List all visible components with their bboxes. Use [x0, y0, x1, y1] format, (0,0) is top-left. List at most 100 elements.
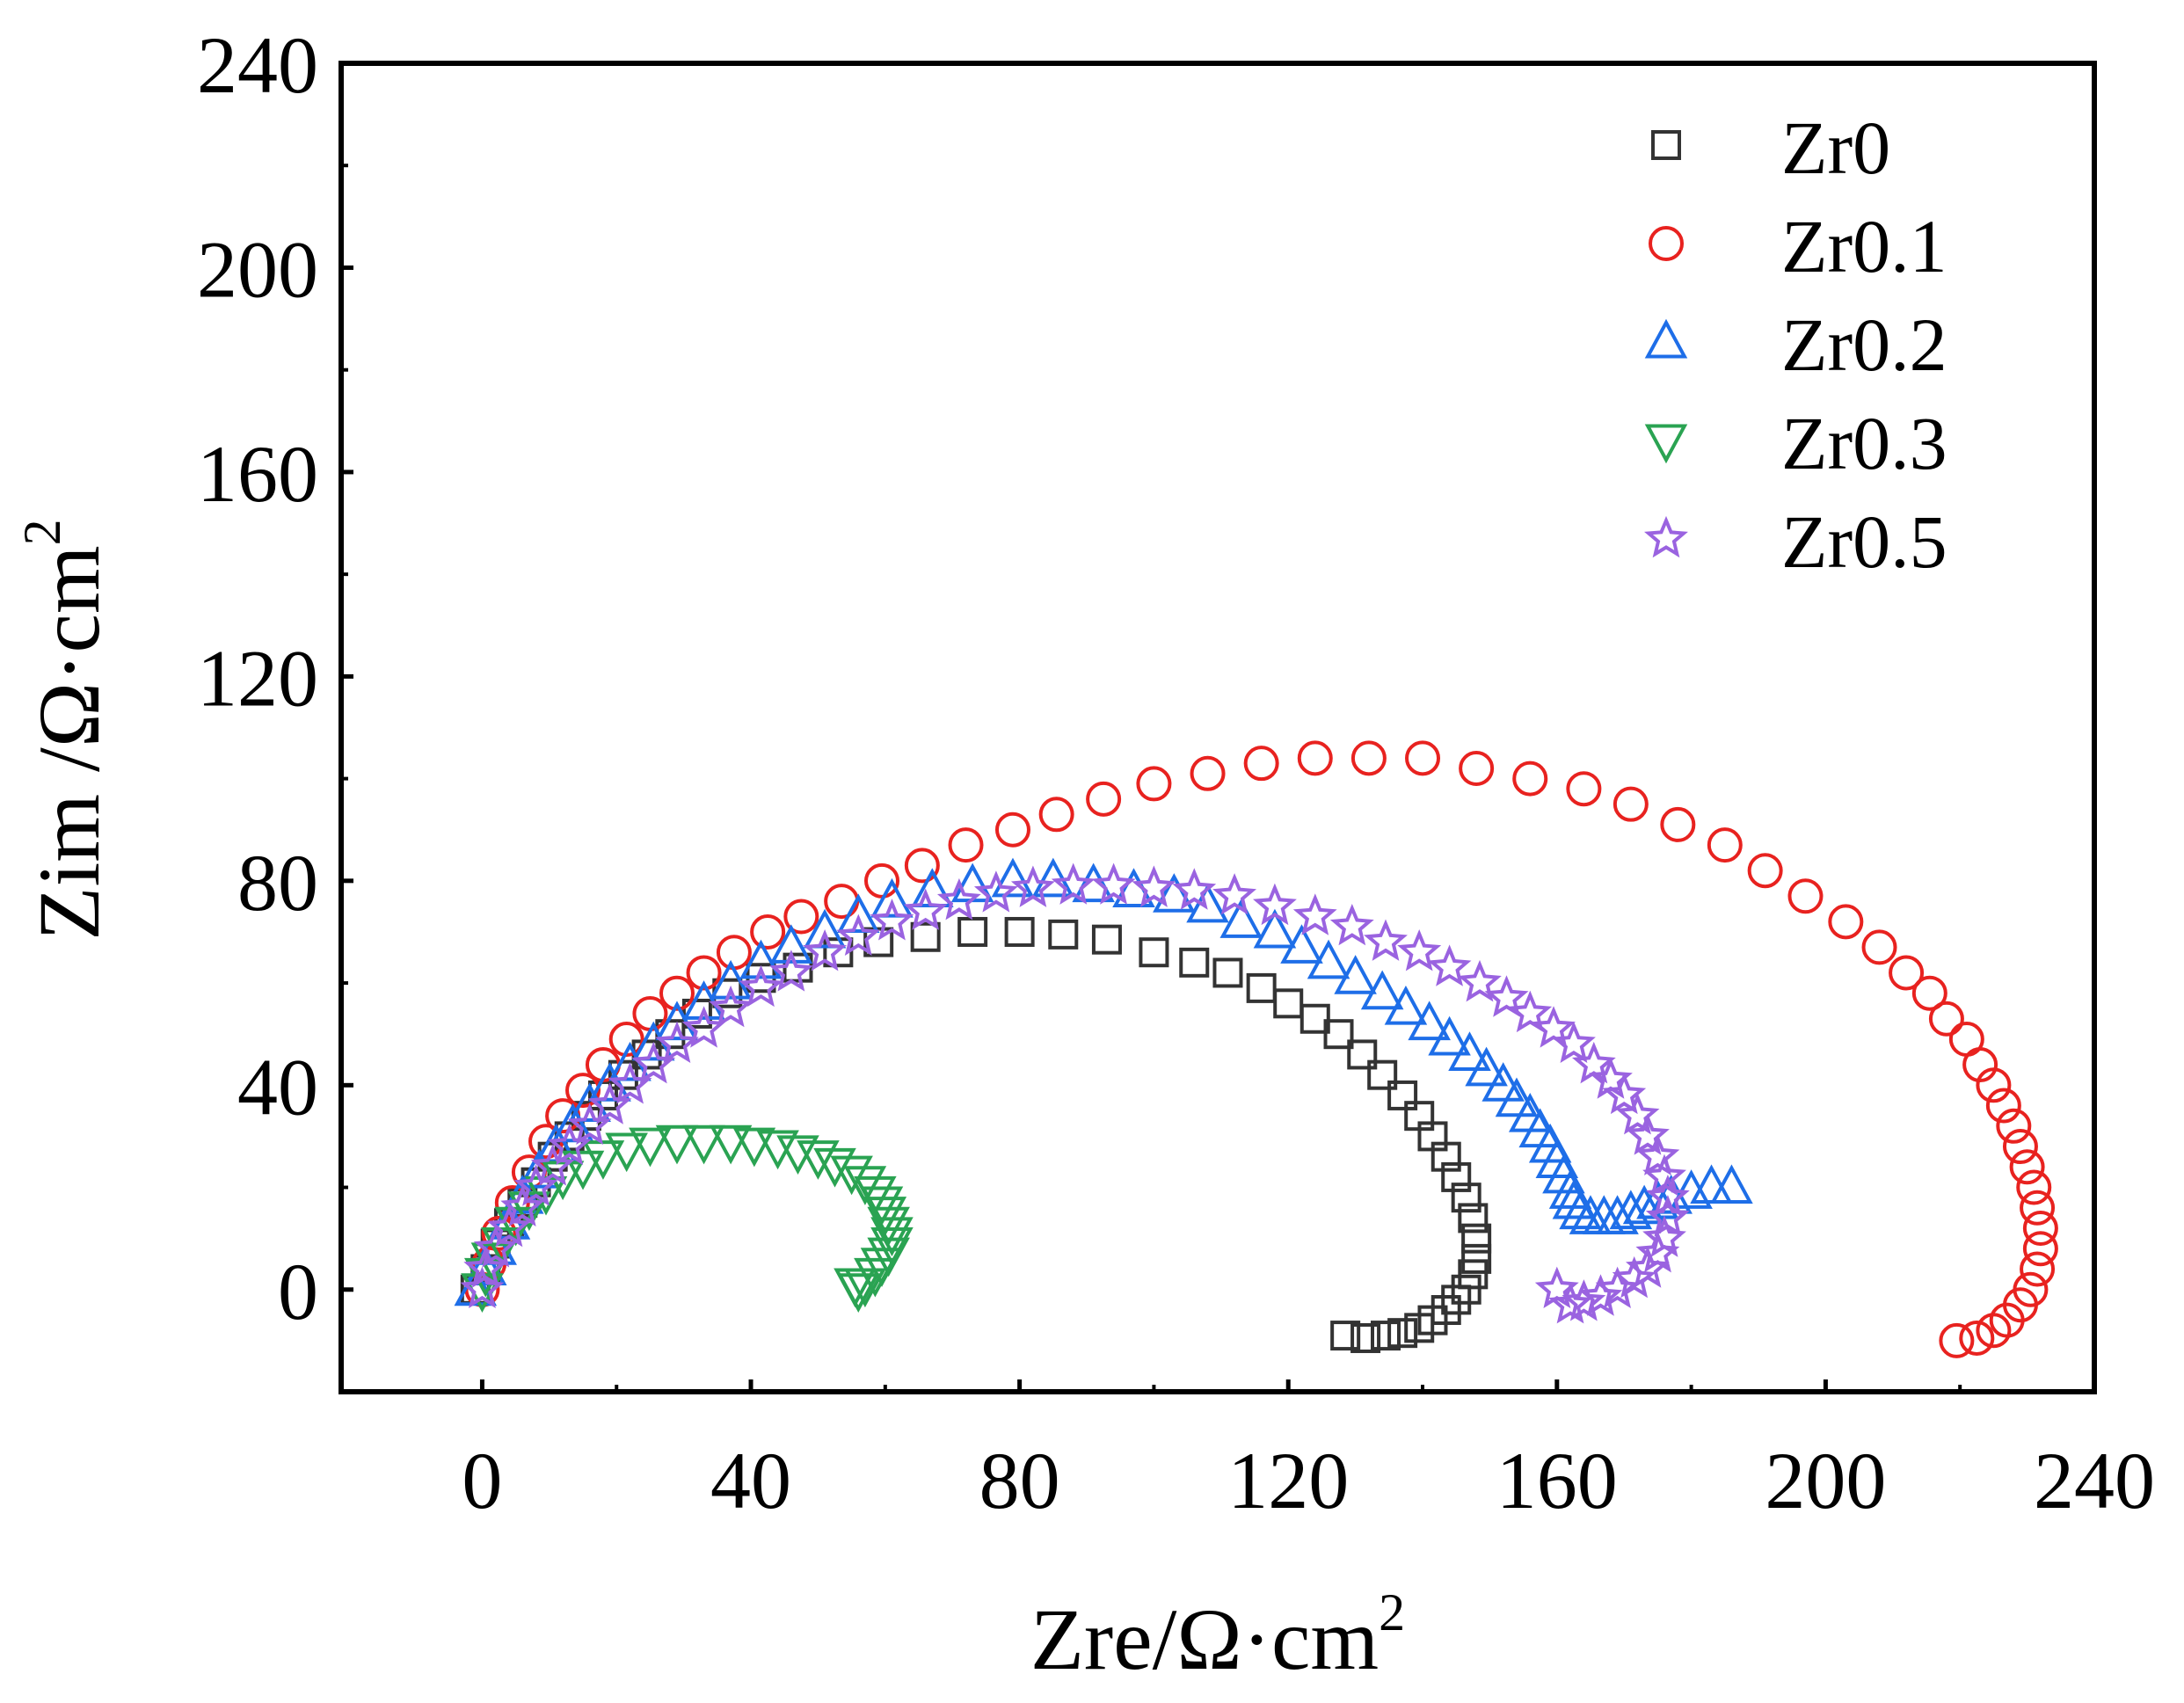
- x-axis-label-sup: 2: [1379, 1583, 1405, 1641]
- data-point: [2002, 1129, 2038, 1165]
- data-point: [686, 955, 722, 991]
- data-point: [2022, 1231, 2058, 1267]
- data-point: [1448, 1031, 1491, 1071]
- data-point: [1559, 1190, 1602, 1230]
- data-point: [1212, 873, 1257, 915]
- data-point: [1551, 1021, 1596, 1063]
- data-point: [1297, 740, 1333, 776]
- data-point: [1350, 740, 1387, 776]
- data-point: [870, 1226, 914, 1267]
- x-tick-label: 40: [710, 1436, 791, 1525]
- legend-label: Zr0.3: [1781, 401, 1947, 485]
- y-axis-label-text: Zim /Ω·cm: [20, 545, 118, 940]
- data-point: [836, 913, 881, 957]
- legend-marker: [1651, 130, 1681, 160]
- legend-marker: [1644, 515, 1688, 558]
- data-point: [1048, 919, 1079, 950]
- data-point: [1136, 766, 1172, 802]
- data-point: [1427, 944, 1472, 986]
- data-point: [1091, 862, 1136, 905]
- data-point: [1609, 1190, 1653, 1230]
- data-point: [513, 1164, 558, 1206]
- data-point: [1292, 893, 1337, 935]
- data-point: [1861, 929, 1897, 965]
- data-point: [1548, 1169, 1592, 1209]
- data-point: [1153, 873, 1196, 913]
- data-point: [463, 1246, 508, 1288]
- data-point: [1404, 1313, 1435, 1343]
- data-point: [739, 939, 783, 979]
- y-tick-label: 80: [237, 838, 318, 928]
- series-Zr0.5: [460, 862, 1690, 1324]
- data-point: [834, 1268, 877, 1308]
- data-point: [1091, 924, 1122, 955]
- data-point: [2009, 1149, 2045, 1185]
- data-point: [1190, 755, 1226, 791]
- data-point: [1622, 1184, 1666, 1225]
- data-point: [1253, 908, 1297, 949]
- legend-marker: [1649, 226, 1684, 261]
- data-point: [1219, 899, 1263, 938]
- data-point: [1465, 1046, 1508, 1087]
- data-point: [973, 870, 1018, 913]
- data-point: [1384, 985, 1428, 1025]
- data-point: [507, 1191, 551, 1231]
- data-point: [1329, 904, 1374, 946]
- legend-item: Zr0.2: [1644, 302, 1947, 387]
- data-point: [803, 928, 847, 972]
- x-axis-label-text: Zre/Ω·cm: [1030, 1590, 1379, 1688]
- data-point: [867, 1206, 910, 1247]
- data-point: [581, 1140, 625, 1180]
- data-point: [1246, 972, 1277, 1003]
- data-point: [1461, 1223, 1492, 1254]
- data-point: [1481, 1062, 1525, 1102]
- data-point: [1441, 1161, 1472, 1192]
- data-point: [655, 1021, 699, 1063]
- data-point: [2020, 1251, 2056, 1287]
- data-point: [991, 857, 1035, 898]
- x-tick-label: 160: [1496, 1436, 1618, 1525]
- data-point: [681, 1006, 726, 1048]
- data-point: [481, 1215, 517, 1251]
- data-point: [1280, 924, 1323, 964]
- legend-item: Zr0.3: [1644, 401, 1947, 485]
- data-point: [1602, 1072, 1647, 1115]
- data-point: [709, 1124, 753, 1165]
- data-point: [1495, 1077, 1539, 1117]
- data-point: [561, 1150, 605, 1190]
- data-point: [1985, 1088, 2021, 1124]
- data-point: [837, 893, 880, 934]
- y-tick-label: 0: [278, 1247, 318, 1336]
- data-point: [473, 1226, 518, 1268]
- data-point: [783, 899, 819, 935]
- data-point: [860, 1186, 904, 1226]
- data-point: [1243, 746, 1279, 782]
- data-point: [1959, 1320, 1995, 1356]
- data-point: [1660, 806, 1696, 842]
- data-point: [2016, 1169, 2052, 1205]
- data-point: [1307, 939, 1350, 979]
- x-tick-label: 200: [1765, 1436, 1886, 1525]
- data-point: [1451, 1183, 1481, 1213]
- data-point: [1428, 1015, 1471, 1056]
- data-point: [750, 913, 786, 950]
- data-point: [1364, 919, 1408, 961]
- data-point: [1484, 975, 1529, 1017]
- data-point: [681, 998, 712, 1029]
- legend-label: Zr0: [1781, 106, 1890, 190]
- legend-item: Zr0: [1651, 106, 1890, 190]
- data-point: [1431, 1141, 1461, 1172]
- y-tick-label: 160: [197, 429, 318, 519]
- data-point: [870, 899, 914, 941]
- y-axis-label: Zim /Ω·cm2: [13, 519, 118, 940]
- data-point: [1086, 781, 1122, 817]
- legend-label: Zr0.1: [1781, 204, 1947, 288]
- data-point: [1615, 1093, 1660, 1135]
- data-point: [1710, 1164, 1753, 1204]
- data-point: [1212, 957, 1243, 988]
- y-tick-label: 200: [197, 224, 318, 314]
- data-point: [1787, 878, 1824, 914]
- data-point: [1534, 1266, 1579, 1309]
- data-point: [1387, 1080, 1418, 1110]
